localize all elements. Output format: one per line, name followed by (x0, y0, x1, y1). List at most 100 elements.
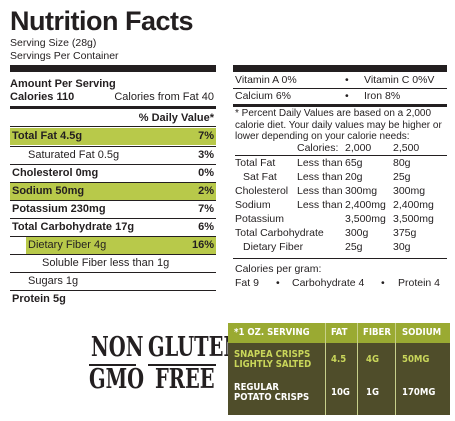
dv-2000: 3,500mg (345, 213, 386, 225)
footnote: * Percent Daily Values are based on a 2,… (235, 108, 442, 142)
serving-size: Serving Size (28g) (10, 37, 97, 49)
medium-divider (233, 104, 447, 107)
nutrient-row-saturated-fat: Saturated Fat 0.5g 3% (28, 149, 214, 161)
calcium: Calcium 6% (235, 90, 292, 102)
dv-name: Sat Fat (243, 171, 277, 183)
per-gram-carb: Carbohydrate 4 (292, 277, 365, 289)
bullet: • (345, 90, 349, 102)
nutrient-row-dietary-fiber: Dietary Fiber 4g 16% (10, 237, 216, 254)
comparison-header (228, 323, 450, 343)
servings-per-container: Servings Per Container (10, 50, 119, 62)
dv-header-2500: 2,500 (393, 142, 420, 154)
dv-name: Cholesterol (235, 185, 289, 197)
row2-name-line1: REGULAR (234, 382, 280, 393)
dv-name: Sodium (235, 199, 271, 211)
divider (10, 236, 216, 237)
dv-2500: 30g (393, 241, 411, 253)
vitamin-a: Vitamin A 0% (235, 74, 297, 86)
row1-sodium: 50MG (402, 354, 430, 365)
row1-name-line2: LIGHTLY SALTED (234, 359, 312, 370)
nutrient-row-total-carbohydrate: Total Carbohydrate 17g 6% (12, 221, 214, 233)
row1-name-line1: SNAPEA CRISPS (234, 349, 311, 360)
dv-2500: 2,400mg (393, 199, 434, 211)
dv-limit: Less than (297, 199, 343, 211)
per-gram-fat: Fat 9 (235, 277, 259, 289)
dv-limit: Less than (297, 157, 343, 169)
per-gram-protein: Protein 4 (398, 277, 441, 289)
divider (10, 254, 216, 255)
vitamin-c: Vitamin C 0%V (364, 74, 435, 86)
calories-per-gram: Calories per gram: (235, 263, 322, 275)
dv-2000: 65g (345, 157, 363, 169)
divider (10, 146, 216, 147)
row1-fiber: 4G (366, 354, 379, 365)
daily-value-header: % Daily Value* (138, 112, 214, 124)
gluten-free-line2: FREE (155, 364, 215, 395)
dv-limit: Less than (297, 185, 343, 197)
badge-rule (89, 364, 136, 366)
non-gmo-line1: NON (91, 332, 144, 363)
dv-limit: Less than (297, 171, 343, 183)
nutrient-row-potassium: Potassium 230mg 7% (12, 203, 214, 215)
dv-name: Total Fat (235, 157, 276, 169)
nutrient-row-soluble-fiber: Soluble Fiber less than 1g (42, 257, 170, 269)
nutrient-row-cholesterol: Cholesterol 0mg 0% (12, 167, 214, 179)
header-fiber: FIBER (363, 327, 391, 338)
calories-from-fat: Calories from Fat 40 (114, 91, 214, 103)
column-divider (325, 323, 326, 415)
header-fat: FAT (331, 327, 348, 338)
per-gram-row: Fat 9 • Carbohydrate 4 • Protein 4 (235, 277, 449, 289)
row2-fiber: 1G (366, 387, 379, 398)
highlight-band (26, 237, 216, 254)
dv-header-label: Calories: (297, 142, 339, 154)
divider (10, 272, 216, 273)
dv-name: Dietary Fiber (243, 241, 304, 253)
divider (10, 182, 216, 183)
divider (10, 290, 216, 291)
label-title: Nutrition Facts (10, 6, 194, 36)
medium-divider (10, 106, 216, 109)
bullet: • (276, 277, 280, 289)
dv-table-body: Total Fat Less than 65g 80g Sat Fat Less… (235, 157, 447, 258)
bullet: • (345, 74, 349, 86)
dv-name: Potassium (235, 213, 285, 225)
divider (233, 258, 447, 259)
dv-2500: 375g (393, 227, 417, 239)
row2-name-line2: POTATO CRISPS (234, 392, 310, 403)
calories: Calories 110 (10, 91, 75, 103)
dv-2000: 2,400mg (345, 199, 386, 211)
nutrient-row-total-fat: Total Fat 4.5g 7% (10, 128, 216, 145)
row2-fat: 10G (331, 387, 350, 398)
thick-divider (10, 65, 216, 72)
dv-name: Total Carbohydrate (235, 227, 324, 239)
bullet: • (381, 277, 385, 289)
nutrient-row-protein: Protein 5g (12, 293, 66, 305)
comparison-table: *1 OZ. SERVING FAT FIBER SODIUM SNAPEA C… (228, 323, 450, 415)
dv-2000: 25g (345, 241, 363, 253)
dv-2500: 80g (393, 157, 411, 169)
divider (10, 218, 216, 219)
nutrient-row-sodium: Sodium 50mg 2% (10, 183, 216, 200)
badge-rule (148, 364, 216, 366)
thick-divider (233, 65, 447, 72)
column-divider (395, 323, 396, 415)
dv-2000: 300mg (345, 185, 378, 197)
header-sodium: SODIUM (402, 327, 442, 338)
row2-sodium: 170MG (402, 387, 436, 398)
iron: Iron 8% (364, 90, 401, 102)
dv-2000: 20g (345, 171, 363, 183)
dv-2500: 3,500mg (393, 213, 434, 225)
dv-header-2000: 2,000 (345, 142, 372, 154)
nutrient-row-sugars: Sugars 1g (28, 275, 79, 287)
divider (10, 200, 216, 201)
divider (233, 88, 447, 89)
non-gmo-line2: GMO (89, 364, 145, 395)
dv-2000: 300g (345, 227, 369, 239)
amount-per-serving: Amount Per Serving (10, 78, 116, 90)
column-divider (357, 323, 358, 415)
divider (235, 155, 447, 156)
dv-2500: 300mg (393, 185, 426, 197)
row1-fat: 4.5 (331, 354, 347, 365)
divider (10, 126, 216, 127)
divider (10, 164, 216, 165)
